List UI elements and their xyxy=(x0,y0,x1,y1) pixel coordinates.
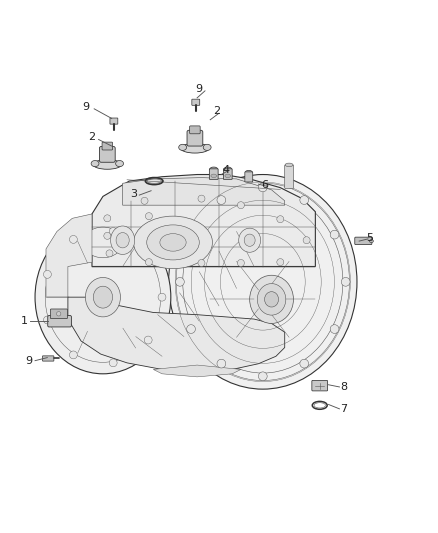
FancyBboxPatch shape xyxy=(312,381,328,391)
Text: 1: 1 xyxy=(21,316,28,326)
Ellipse shape xyxy=(211,174,216,177)
FancyBboxPatch shape xyxy=(355,237,372,245)
Circle shape xyxy=(341,278,350,286)
FancyBboxPatch shape xyxy=(42,356,54,361)
FancyBboxPatch shape xyxy=(285,165,293,189)
FancyBboxPatch shape xyxy=(102,142,113,150)
FancyBboxPatch shape xyxy=(50,309,67,319)
Text: 3: 3 xyxy=(130,189,137,199)
Circle shape xyxy=(106,250,113,257)
Circle shape xyxy=(145,213,152,220)
Ellipse shape xyxy=(93,286,113,308)
Ellipse shape xyxy=(35,221,171,374)
Circle shape xyxy=(109,228,117,236)
Circle shape xyxy=(198,195,205,202)
Circle shape xyxy=(70,351,78,359)
Ellipse shape xyxy=(369,239,373,243)
Circle shape xyxy=(198,260,205,266)
Polygon shape xyxy=(68,297,285,372)
Ellipse shape xyxy=(225,174,231,177)
Circle shape xyxy=(176,278,184,286)
Text: 9: 9 xyxy=(82,102,89,111)
FancyBboxPatch shape xyxy=(192,99,200,106)
Text: 2: 2 xyxy=(88,132,95,142)
Ellipse shape xyxy=(250,275,293,324)
Circle shape xyxy=(104,232,111,239)
Circle shape xyxy=(144,336,152,344)
Ellipse shape xyxy=(134,216,212,269)
Text: 2: 2 xyxy=(213,106,220,116)
Ellipse shape xyxy=(110,226,135,254)
FancyBboxPatch shape xyxy=(110,118,118,124)
Ellipse shape xyxy=(169,174,357,389)
Circle shape xyxy=(237,260,244,266)
Circle shape xyxy=(141,197,148,204)
Ellipse shape xyxy=(257,284,286,315)
Text: 9: 9 xyxy=(196,84,203,94)
Circle shape xyxy=(57,312,61,316)
Circle shape xyxy=(303,237,310,244)
Ellipse shape xyxy=(147,225,199,260)
Ellipse shape xyxy=(179,144,187,150)
FancyBboxPatch shape xyxy=(187,130,203,146)
Circle shape xyxy=(104,215,111,222)
Polygon shape xyxy=(92,174,315,266)
Text: 7: 7 xyxy=(340,404,347,414)
FancyBboxPatch shape xyxy=(190,126,200,134)
Ellipse shape xyxy=(239,228,261,252)
FancyBboxPatch shape xyxy=(48,316,71,327)
Ellipse shape xyxy=(116,232,129,248)
Ellipse shape xyxy=(265,292,279,307)
Polygon shape xyxy=(123,177,285,205)
Circle shape xyxy=(158,293,166,301)
Circle shape xyxy=(187,230,195,239)
Ellipse shape xyxy=(224,167,232,172)
Ellipse shape xyxy=(160,233,186,251)
Circle shape xyxy=(43,270,51,278)
Polygon shape xyxy=(46,214,92,297)
Circle shape xyxy=(109,359,117,367)
Circle shape xyxy=(258,183,267,192)
Circle shape xyxy=(217,359,226,368)
Text: 6: 6 xyxy=(261,181,268,190)
Text: 9: 9 xyxy=(25,356,32,366)
Ellipse shape xyxy=(210,167,218,172)
Ellipse shape xyxy=(91,160,99,167)
Circle shape xyxy=(277,216,284,223)
Text: 8: 8 xyxy=(340,382,347,392)
Text: 4: 4 xyxy=(222,165,229,175)
Ellipse shape xyxy=(85,278,120,317)
Ellipse shape xyxy=(285,163,293,167)
FancyBboxPatch shape xyxy=(245,172,253,182)
FancyBboxPatch shape xyxy=(223,169,232,179)
Ellipse shape xyxy=(244,234,255,246)
Circle shape xyxy=(187,325,195,334)
Ellipse shape xyxy=(116,160,124,167)
Circle shape xyxy=(43,316,51,324)
Polygon shape xyxy=(153,365,241,377)
Circle shape xyxy=(145,259,152,265)
Text: 5: 5 xyxy=(367,233,374,243)
Ellipse shape xyxy=(245,171,252,174)
Circle shape xyxy=(330,230,339,239)
Circle shape xyxy=(217,196,226,205)
Circle shape xyxy=(70,236,78,244)
FancyBboxPatch shape xyxy=(99,147,115,162)
Circle shape xyxy=(300,196,309,205)
Circle shape xyxy=(300,359,309,368)
Ellipse shape xyxy=(180,143,209,153)
Circle shape xyxy=(330,325,339,334)
Circle shape xyxy=(258,372,267,381)
FancyBboxPatch shape xyxy=(209,169,218,179)
Ellipse shape xyxy=(93,159,122,169)
Circle shape xyxy=(144,251,152,258)
Ellipse shape xyxy=(83,227,123,258)
Circle shape xyxy=(277,259,284,265)
Circle shape xyxy=(237,201,244,209)
Ellipse shape xyxy=(203,144,211,150)
